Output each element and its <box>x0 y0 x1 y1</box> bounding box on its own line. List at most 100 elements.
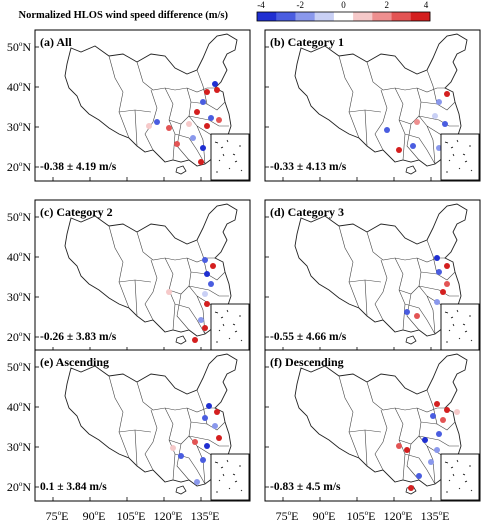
latitude-label: 40oN <box>7 80 32 94</box>
colorbar-tick-label: 4 <box>424 0 429 10</box>
station-marker <box>174 141 180 147</box>
longitude-label: 105oE <box>347 509 376 523</box>
station-marker <box>202 325 208 331</box>
station-marker <box>454 409 460 415</box>
station-marker <box>440 289 446 295</box>
panel-grid: (a) All -0.38 ± 4.19 m/s (b) Category 1 -0.… <box>34 29 481 502</box>
station-marker <box>408 485 414 491</box>
station-marker <box>154 119 160 125</box>
latitude-label: 50oN <box>7 360 32 374</box>
colorbar-ticks: -4 -2 0 2 4 <box>257 0 429 10</box>
south-china-sea-inset <box>210 133 250 181</box>
station-marker <box>192 337 198 343</box>
south-china-sea-inset <box>210 303 250 351</box>
map-panel: (c) Category 2 -0.26 ± 3.83 m/s <box>34 199 251 352</box>
colorbar-tick-label: 2 <box>385 0 390 10</box>
china-map <box>294 33 468 175</box>
station-marker <box>444 263 450 269</box>
station-marker <box>198 317 204 323</box>
map-panel: (f) Descending -0.83 ± 4.5 m/s <box>264 349 481 502</box>
station-marker <box>212 81 218 87</box>
station-marker <box>166 125 172 131</box>
panel-title: (c) Category 2 <box>40 205 113 219</box>
station-marker <box>204 443 210 449</box>
station-marker <box>434 447 440 453</box>
longitude-label: 75oE <box>46 509 69 523</box>
latitude-label: 20oN <box>7 160 32 174</box>
station-marker <box>442 121 448 127</box>
map-panel: (e) Ascending 0.1 ± 3.84 m/s <box>34 349 251 502</box>
station-marker <box>428 459 434 465</box>
colorbar-segment <box>391 12 412 21</box>
map-panel: (d) Category 3 -0.55 ± 4.66 m/s <box>264 199 481 352</box>
panel-title: (e) Ascending <box>40 355 109 369</box>
station-marker <box>212 423 218 429</box>
panel-title: (b) Category 1 <box>270 35 344 49</box>
longitude-label: 135oE <box>191 509 220 523</box>
station-marker <box>216 117 222 123</box>
panel-stat: -0.33 ± 4.13 m/s <box>270 161 347 173</box>
latitude-label: 30oN <box>7 290 32 304</box>
station-marker <box>192 439 198 445</box>
panel-title: (a) All <box>40 35 72 49</box>
colorbar-segment <box>314 12 335 21</box>
station-marker <box>194 109 200 115</box>
map-panel: (b) Category 1 -0.33 ± 4.13 m/s <box>264 29 481 182</box>
latitude-label: 40oN <box>7 400 32 414</box>
station-marker <box>204 89 210 95</box>
panel-stat: -0.83 ± 4.5 m/s <box>270 481 341 493</box>
station-marker <box>200 99 206 105</box>
station-marker <box>444 407 450 413</box>
station-marker <box>416 473 422 479</box>
station-marker <box>202 291 208 297</box>
station-marker <box>190 135 196 141</box>
station-marker <box>440 417 446 423</box>
colorbar-tick-label: -2 <box>297 0 305 10</box>
station-marker <box>204 123 210 129</box>
station-marker <box>202 257 208 263</box>
station-marker <box>216 435 222 441</box>
longitude-label: 90oE <box>313 509 336 523</box>
station-marker <box>210 263 216 269</box>
station-marker <box>434 401 440 407</box>
colorbar-segment <box>295 12 315 21</box>
station-marker <box>414 119 420 125</box>
station-marker <box>208 281 214 287</box>
station-marker <box>444 91 450 97</box>
longitude-label: 135oE <box>421 509 450 523</box>
station-marker <box>436 269 442 275</box>
colorbar-tick-label: -4 <box>257 0 265 10</box>
station-marker <box>396 147 402 153</box>
station-marker <box>206 403 212 409</box>
station-marker <box>404 309 410 315</box>
latitude-labels: 50oN 40oN 30oN 20oN 50oN 40oN 30oN 20oN 50oN 40oN… <box>7 40 32 494</box>
station-marker <box>396 443 402 449</box>
china-map <box>64 353 238 495</box>
station-marker <box>178 453 184 459</box>
station-marker <box>384 127 390 133</box>
station-marker <box>214 409 220 415</box>
station-marker <box>422 437 428 443</box>
longitude-label: 120oE <box>154 509 183 523</box>
station-marker <box>200 457 206 463</box>
station-marker <box>204 271 210 277</box>
south-china-sea-inset <box>440 453 480 501</box>
latitude-label: 50oN <box>7 210 32 224</box>
south-china-sea-inset <box>440 303 480 351</box>
panel-stat: -0.38 ± 4.19 m/s <box>40 161 117 173</box>
panel-title: (d) Category 3 <box>270 205 344 219</box>
longitude-label: 75oE <box>276 509 299 523</box>
station-marker <box>198 159 204 165</box>
panel-title: (f) Descending <box>270 355 344 369</box>
station-marker <box>434 255 440 261</box>
station-marker <box>204 301 210 307</box>
station-marker <box>436 431 442 437</box>
latitude-label: 20oN <box>7 480 32 494</box>
longitude-labels: 75oE 90oE 105oE 120oE 135oE 75oE 90oE 105oE 120o… <box>46 509 450 523</box>
latitude-label: 30oN <box>7 120 32 134</box>
colorbar: Normalized HLOS wind speed difference (m… <box>19 0 431 22</box>
station-marker <box>186 121 192 127</box>
latitude-label: 20oN <box>7 330 32 344</box>
colorbar-frame <box>256 11 431 22</box>
china-map <box>64 33 238 175</box>
